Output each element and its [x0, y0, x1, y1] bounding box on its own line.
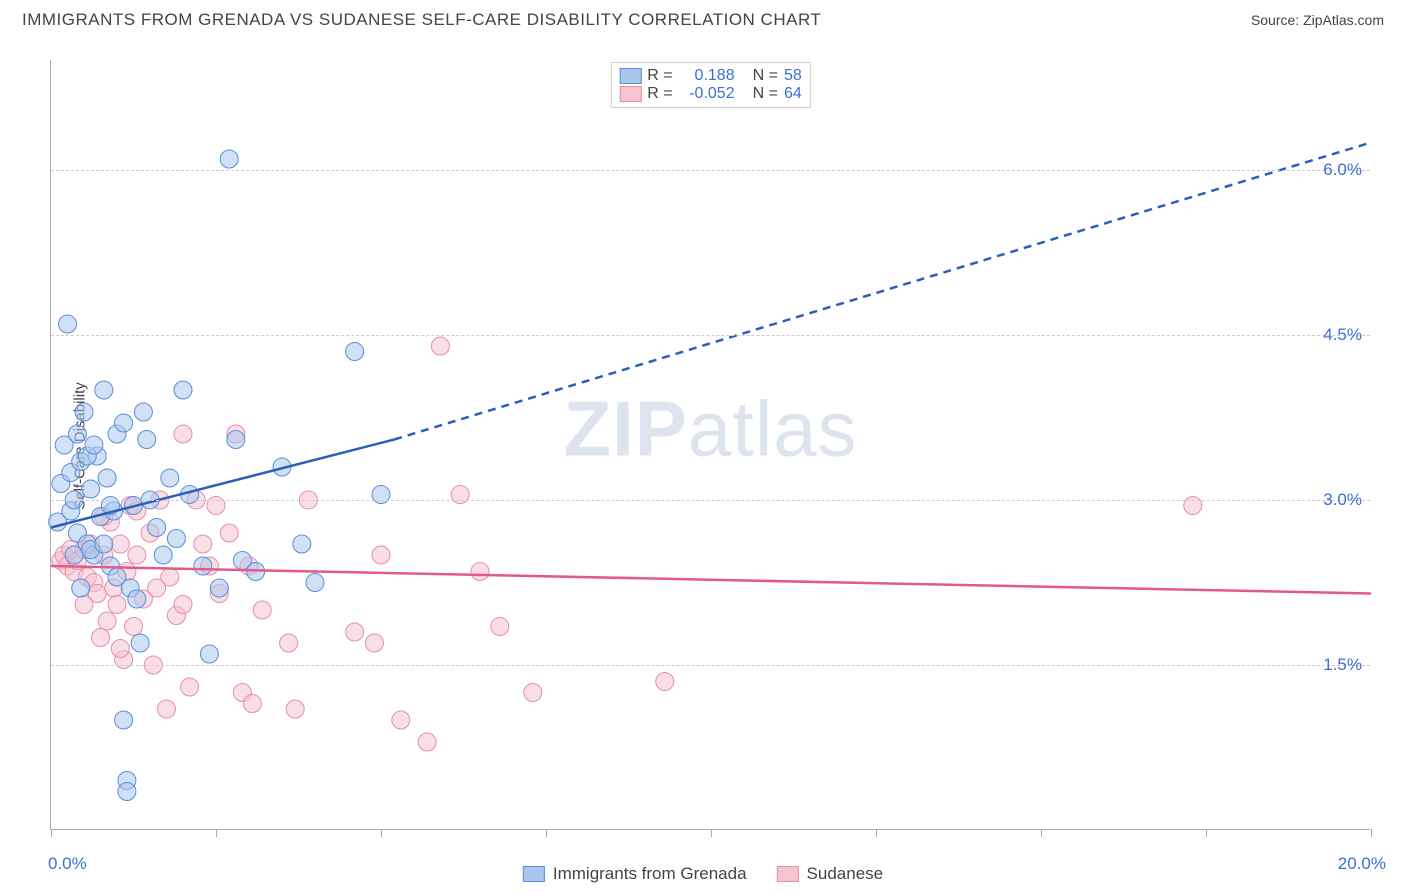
scatter-point: [148, 519, 166, 537]
scatter-point: [111, 640, 129, 658]
scatter-point: [128, 590, 146, 608]
scatter-point: [306, 574, 324, 592]
trend-line: [394, 143, 1371, 440]
gridline: [51, 170, 1370, 171]
scatter-point: [75, 403, 93, 421]
x-tick: [876, 829, 877, 837]
y-tick-label: 3.0%: [1323, 490, 1362, 510]
x-tick: [1041, 829, 1042, 837]
y-tick-label: 6.0%: [1323, 160, 1362, 180]
x-axis-end-label: 20.0%: [1338, 854, 1386, 874]
scatter-point: [125, 618, 143, 636]
scatter-point: [131, 634, 149, 652]
scatter-point: [68, 425, 86, 443]
scatter-point: [154, 546, 172, 564]
scatter-point: [72, 579, 90, 597]
scatter-point: [181, 678, 199, 696]
chart-plot-area: ZIPatlas R = 0.188 N = 58 R = -0.052 N =…: [50, 60, 1370, 830]
scatter-point: [491, 618, 509, 636]
source-name: ZipAtlas.com: [1303, 12, 1384, 28]
scatter-point: [210, 579, 228, 597]
x-tick: [546, 829, 547, 837]
scatter-point: [85, 436, 103, 454]
scatter-point: [174, 425, 192, 443]
scatter-point: [167, 530, 185, 548]
scatter-point: [200, 645, 218, 663]
x-axis-start-label: 0.0%: [48, 854, 87, 874]
scatter-point: [128, 546, 146, 564]
scatter-point: [108, 596, 126, 614]
scatter-point: [158, 700, 176, 718]
scatter-point: [65, 546, 83, 564]
scatter-svg: [51, 60, 1370, 829]
x-tick: [51, 829, 52, 837]
scatter-point: [365, 634, 383, 652]
scatter-point: [98, 612, 116, 630]
scatter-point: [372, 546, 390, 564]
scatter-point: [194, 557, 212, 575]
scatter-point: [280, 634, 298, 652]
y-tick-label: 4.5%: [1323, 325, 1362, 345]
scatter-point: [92, 629, 110, 647]
series-label: Sudanese: [807, 864, 884, 884]
x-tick: [1206, 829, 1207, 837]
scatter-point: [95, 381, 113, 399]
gridline: [51, 500, 1370, 501]
scatter-point: [431, 337, 449, 355]
scatter-point: [194, 535, 212, 553]
scatter-point: [161, 469, 179, 487]
series-legend-item: Sudanese: [777, 864, 884, 884]
scatter-point: [656, 673, 674, 691]
scatter-point: [115, 711, 133, 729]
y-tick-label: 1.5%: [1323, 655, 1362, 675]
scatter-point: [220, 150, 238, 168]
scatter-point: [59, 315, 77, 333]
scatter-point: [346, 343, 364, 361]
swatch-pink: [777, 866, 799, 882]
trend-line: [51, 566, 1371, 594]
scatter-point: [148, 579, 166, 597]
scatter-point: [118, 783, 136, 801]
swatch-blue: [523, 866, 545, 882]
scatter-point: [227, 431, 245, 449]
scatter-point: [115, 414, 133, 432]
scatter-point: [82, 480, 100, 498]
scatter-point: [471, 563, 489, 581]
x-tick: [711, 829, 712, 837]
source-label: Source:: [1251, 12, 1299, 28]
x-tick: [1371, 829, 1372, 837]
scatter-point: [174, 596, 192, 614]
gridline: [51, 335, 1370, 336]
scatter-point: [95, 535, 113, 553]
series-legend-item: Immigrants from Grenada: [523, 864, 747, 884]
scatter-point: [174, 381, 192, 399]
gridline: [51, 665, 1370, 666]
scatter-point: [138, 431, 156, 449]
scatter-point: [392, 711, 410, 729]
scatter-point: [524, 684, 542, 702]
chart-title: IMMIGRANTS FROM GRENADA VS SUDANESE SELF…: [22, 10, 821, 30]
scatter-point: [220, 524, 238, 542]
x-tick: [216, 829, 217, 837]
scatter-point: [111, 535, 129, 553]
scatter-point: [253, 601, 271, 619]
scatter-point: [293, 535, 311, 553]
scatter-point: [418, 733, 436, 751]
scatter-point: [134, 403, 152, 421]
x-tick: [381, 829, 382, 837]
scatter-point: [286, 700, 304, 718]
scatter-point: [243, 695, 261, 713]
scatter-point: [346, 623, 364, 641]
scatter-point: [98, 469, 116, 487]
scatter-point: [75, 596, 93, 614]
series-label: Immigrants from Grenada: [553, 864, 747, 884]
series-legend: Immigrants from Grenada Sudanese: [523, 864, 883, 884]
source-attribution: Source: ZipAtlas.com: [1251, 12, 1384, 28]
